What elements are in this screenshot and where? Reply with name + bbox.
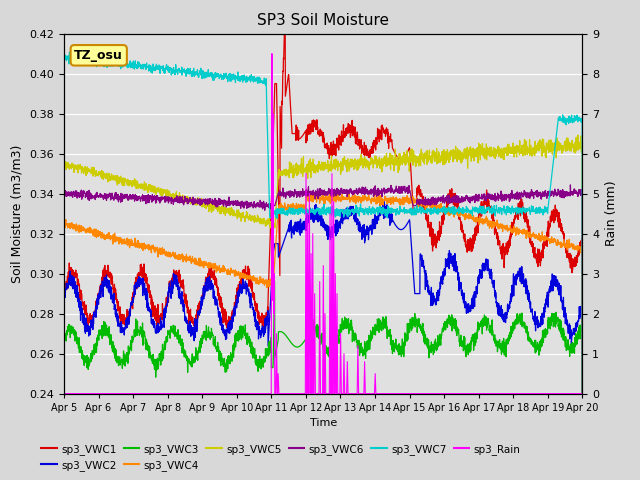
Line: sp3_VWC7: sp3_VWC7 [64,52,582,480]
sp3_VWC5 [338,166,346,171]
sp3_VWC3 [60,335,68,340]
sp3_VWC7 [60,53,68,59]
Line: sp3_VWC5: sp3_VWC5 [64,135,582,480]
sp3_VWC5 [60,158,68,164]
sp3_VWC3 [349,331,357,336]
sp3_VWC4 [349,190,356,196]
sp3_VWC5 [474,145,481,151]
sp3_VWC7 [474,210,481,216]
sp3_VWC7 [349,207,357,213]
Line: sp3_VWC1: sp3_VWC1 [64,8,582,480]
sp3_VWC3 [205,324,212,330]
sp3_VWC7 [547,178,555,183]
sp3_VWC5 [205,201,212,206]
sp3_VWC6 [349,189,357,194]
sp3_VWC3 [533,343,541,349]
sp3_VWC6 [566,182,574,188]
sp3_VWC1 [533,256,541,262]
sp3_VWC1 [547,219,555,225]
sp3_VWC7 [533,205,541,211]
sp3_VWC6 [60,192,68,198]
Line: sp3_VWC6: sp3_VWC6 [64,185,582,480]
sp3_Rain [60,391,68,396]
sp3_VWC3 [547,323,555,328]
Line: sp3_VWC4: sp3_VWC4 [64,193,582,480]
sp3_Rain [579,391,586,396]
sp3_VWC5 [349,159,357,165]
sp3_VWC6 [338,190,346,196]
sp3_VWC2 [547,277,555,283]
sp3_VWC2 [338,215,346,221]
Title: SP3 Soil Moisture: SP3 Soil Moisture [257,13,389,28]
sp3_VWC1 [205,275,212,281]
sp3_Rain [205,391,212,396]
Line: sp3_VWC3: sp3_VWC3 [64,281,582,480]
sp3_VWC2 [533,320,541,325]
sp3_VWC3 [338,320,346,326]
sp3_VWC7 [338,209,346,215]
sp3_VWC2 [474,280,481,286]
sp3_VWC5 [574,132,582,138]
sp3_VWC3 [474,329,481,335]
sp3_Rain [547,391,555,396]
sp3_VWC3 [271,278,278,284]
sp3_VWC2 [349,211,357,217]
Y-axis label: Soil Moisture (m3/m3): Soil Moisture (m3/m3) [11,144,24,283]
Y-axis label: Rain (mm): Rain (mm) [605,181,618,246]
sp3_Rain [338,391,346,396]
sp3_VWC6 [532,192,540,197]
sp3_VWC4 [60,220,68,226]
sp3_Rain [349,391,357,396]
sp3_VWC6 [547,192,555,198]
sp3_VWC7 [205,73,212,79]
sp3_VWC1 [349,130,357,135]
sp3_VWC2 [60,290,68,296]
sp3_VWC4 [205,264,212,270]
sp3_VWC1 [282,5,289,11]
sp3_VWC1 [474,217,481,223]
sp3_VWC1 [338,133,346,139]
Line: sp3_VWC2: sp3_VWC2 [64,202,582,480]
sp3_VWC4 [547,240,555,245]
sp3_VWC6 [474,197,481,203]
sp3_VWC5 [532,143,540,149]
sp3_VWC5 [547,137,555,143]
X-axis label: Time: Time [310,418,337,428]
sp3_VWC2 [380,199,388,204]
sp3_VWC2 [205,281,212,287]
sp3_VWC7 [66,49,74,55]
Text: TZ_osu: TZ_osu [74,49,123,62]
sp3_VWC1 [60,294,68,300]
sp3_VWC4 [338,197,346,203]
sp3_VWC6 [205,200,212,205]
Line: sp3_Rain: sp3_Rain [64,54,582,394]
sp3_VWC4 [474,218,481,224]
Legend: sp3_VWC1, sp3_VWC2, sp3_VWC3, sp3_VWC4, sp3_VWC5, sp3_VWC6, sp3_VWC7, sp3_Rain: sp3_VWC1, sp3_VWC2, sp3_VWC3, sp3_VWC4, … [37,439,525,475]
sp3_VWC4 [349,194,357,200]
sp3_Rain [533,391,541,396]
sp3_Rain [268,51,276,57]
sp3_Rain [474,391,481,396]
sp3_VWC4 [533,234,541,240]
